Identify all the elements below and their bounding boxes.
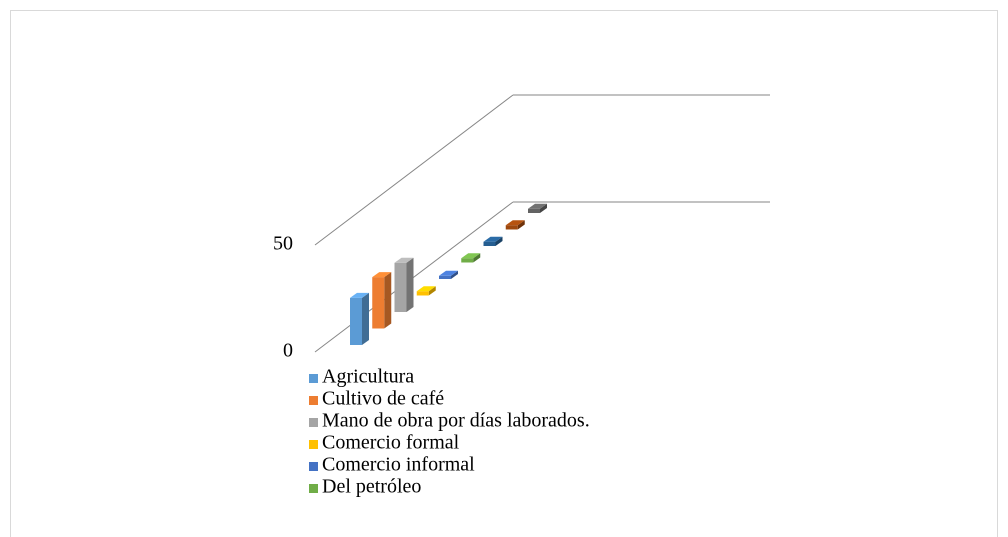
bar-side [517, 220, 525, 230]
y-tick-label: 50 [273, 233, 293, 255]
bar [372, 272, 392, 329]
bar-front [416, 291, 429, 296]
bar [505, 220, 525, 230]
legend-label: Del petróleo [322, 476, 421, 498]
legend-label: Cultivo de café [322, 388, 444, 410]
legend-label: Comercio informal [322, 454, 475, 476]
bar-top [483, 236, 503, 242]
bar-side [451, 270, 458, 279]
legend-swatch [309, 418, 318, 427]
bar-front [505, 225, 518, 230]
legend-swatch [309, 440, 318, 449]
bar-top [394, 257, 414, 263]
bar-front [394, 262, 407, 312]
bar-side [428, 286, 436, 296]
bar-side [495, 236, 503, 246]
legend-swatch [309, 374, 318, 383]
bar-top [350, 292, 369, 298]
bar-front [350, 297, 362, 345]
bar [461, 253, 481, 263]
bar [483, 236, 503, 246]
bar [416, 286, 436, 296]
legend-label: Comercio formal [322, 432, 460, 454]
bar-side [473, 253, 481, 263]
bar-front [461, 258, 474, 263]
bar-top [372, 272, 392, 278]
legend-swatch [309, 396, 318, 405]
bar-front [528, 208, 540, 213]
bar-front [372, 277, 385, 329]
bar [528, 203, 547, 213]
bar [439, 270, 458, 279]
bar-side [540, 203, 547, 213]
bar-top [439, 270, 458, 276]
chart-border [10, 10, 998, 537]
bar-top [505, 220, 525, 226]
legend-label: Mano de obra por días laborados. [322, 410, 590, 432]
grid-line [314, 201, 514, 353]
bar [394, 257, 414, 312]
bar-side [406, 257, 414, 312]
bar-top [461, 253, 481, 259]
bar-top [528, 203, 547, 209]
bar-side [362, 292, 369, 345]
grid-line [314, 94, 514, 246]
bar [350, 292, 369, 345]
legend-label: Agricultura [322, 366, 414, 388]
legend-swatch [309, 484, 318, 493]
bar-front [483, 241, 496, 246]
bar-top [416, 286, 436, 292]
bar-front [439, 275, 451, 279]
legend-swatch [309, 462, 318, 471]
y-tick-label: 0 [283, 340, 293, 362]
bar-side [384, 272, 392, 329]
